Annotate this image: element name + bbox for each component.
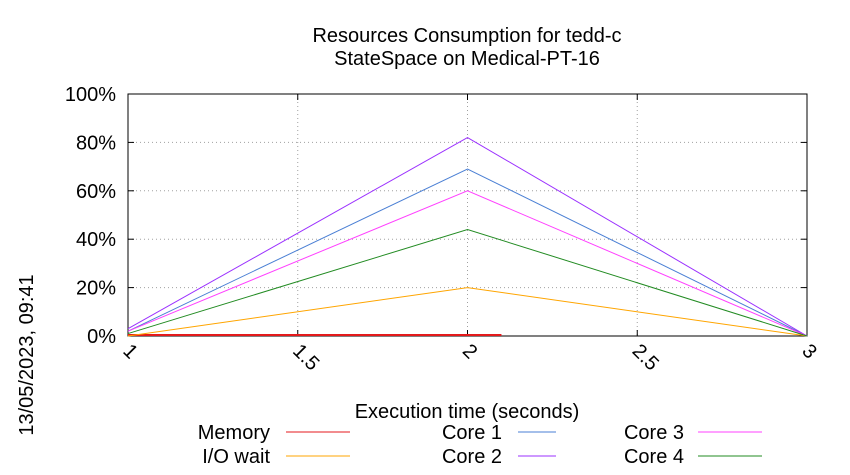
x-tick-label: 1 [118, 340, 141, 363]
grid [128, 93, 807, 336]
series-lines [127, 136, 808, 337]
x-tick-label: 2.5 [628, 340, 663, 375]
legend-label-core-3: Core 3 [624, 422, 684, 444]
y-tick-label: 80% [76, 132, 116, 154]
legend-label-i-o-wait: I/O wait [202, 446, 270, 468]
y-tick-label: 0% [87, 326, 116, 348]
legend-label-core-1: Core 1 [442, 422, 502, 444]
x-tick-label: 3 [797, 340, 820, 363]
chart-title: Resources Consumption for tedd-c StateSp… [312, 25, 621, 70]
legend-label-memory: Memory [198, 422, 270, 444]
legend-label-core-4: Core 4 [624, 446, 684, 468]
series-line-core-3 [127, 190, 808, 337]
y-tick-label: 100% [65, 84, 116, 106]
y-tick-label: 40% [76, 229, 116, 251]
x-tick-label: 2 [458, 340, 481, 363]
legend-label-core-2: Core 2 [442, 446, 502, 468]
tick-labels: 0% 20% 40% 60% 80% 100% 1 1.5 2 2.5 3 [65, 84, 821, 375]
series-line-core-1 [127, 168, 808, 337]
x-axis-label: Execution time (seconds) [355, 401, 580, 423]
y-tick-label: 60% [76, 181, 116, 203]
series-line-i-o-wait [127, 287, 808, 337]
chart-title-line-2: StateSpace on Medical-PT-16 [334, 48, 600, 70]
timestamp-label: 13/05/2023, 09:41 [16, 274, 38, 435]
series-line-core-2 [127, 136, 808, 337]
series-line-core-4 [127, 228, 808, 337]
y-tick-label: 20% [76, 278, 116, 300]
chart-title-line-1: Resources Consumption for tedd-c [312, 25, 621, 47]
x-tick-label: 1.5 [288, 340, 323, 375]
